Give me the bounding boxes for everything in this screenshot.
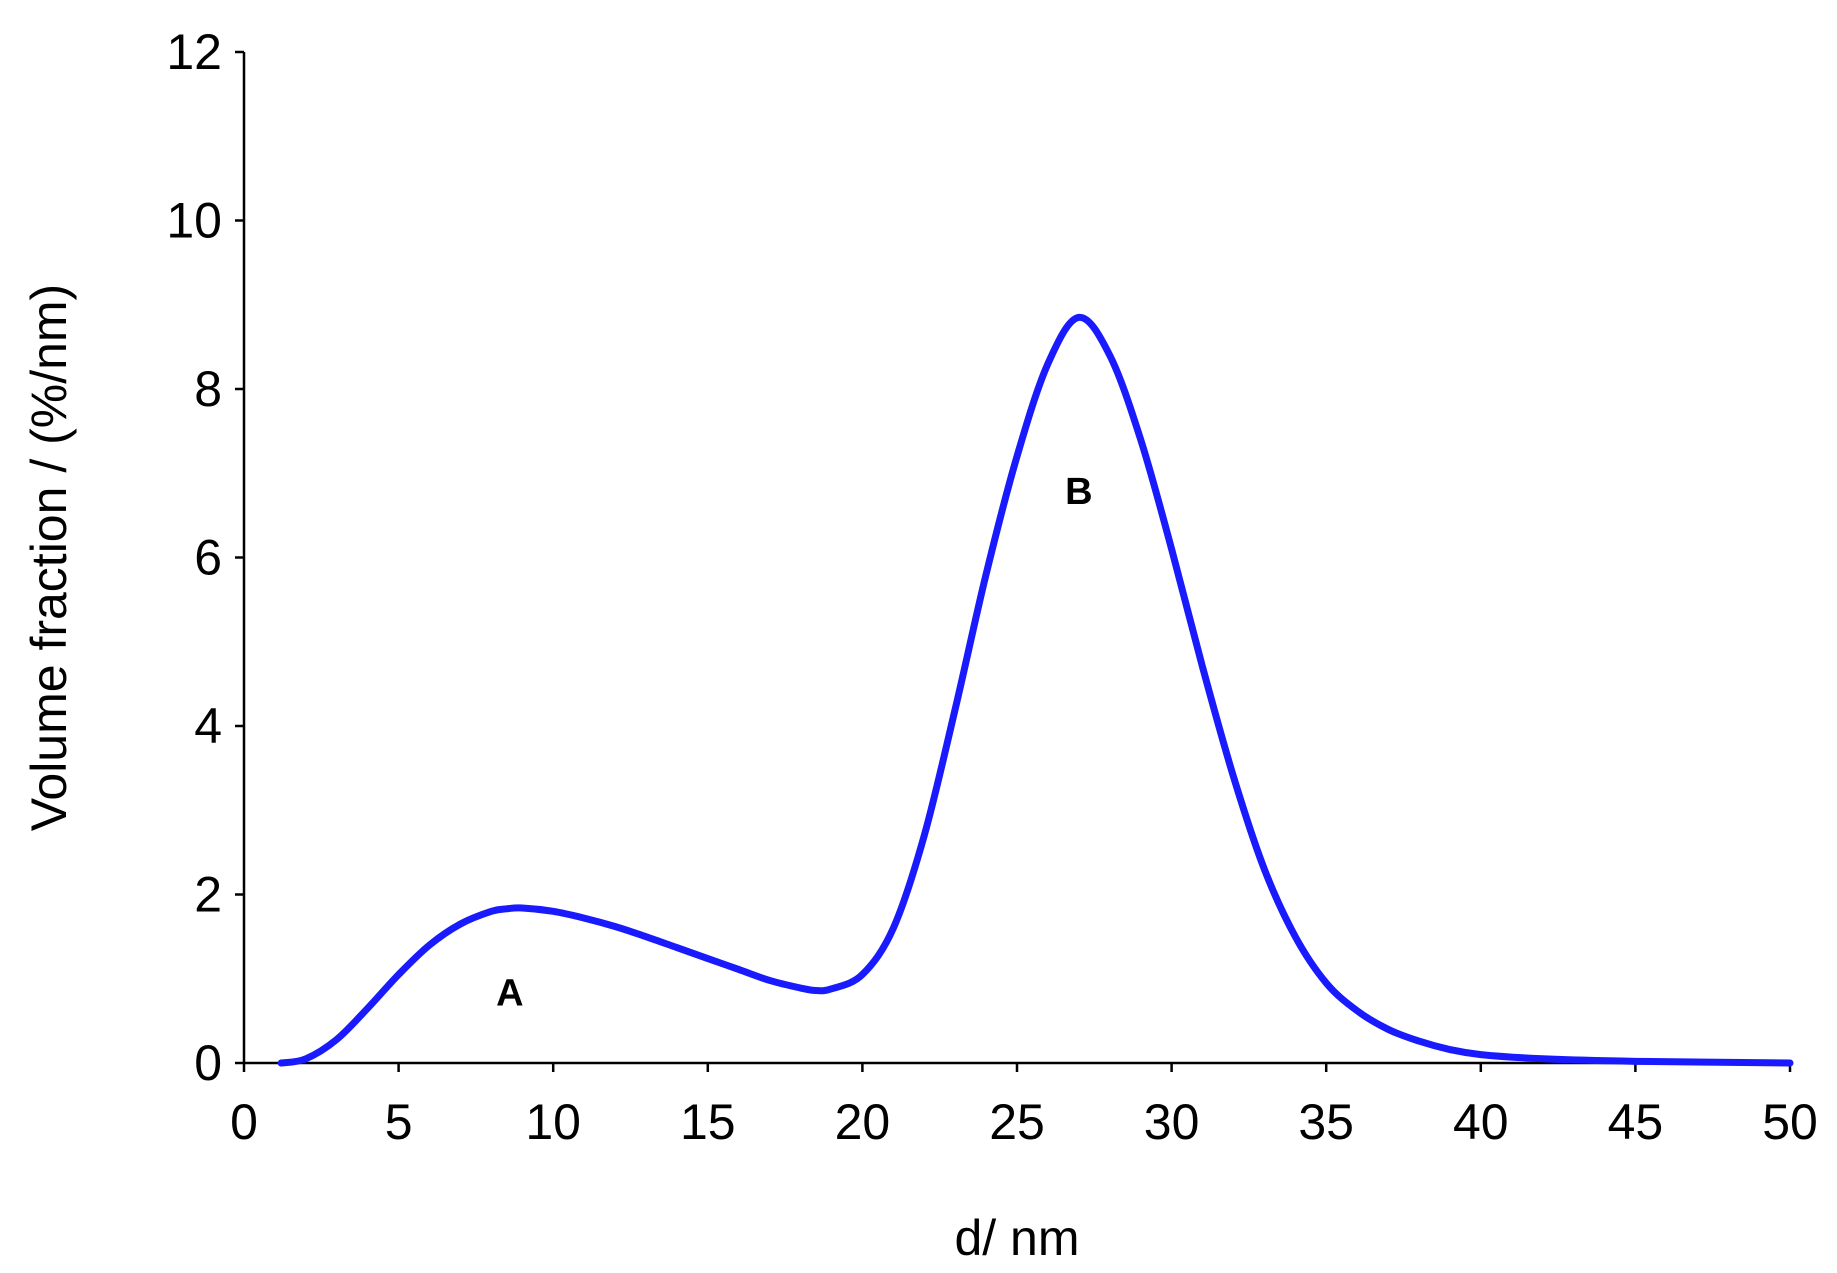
y-ticks: 0 2 4 6 8 10 12 (166, 24, 244, 1091)
y-tick-label: 8 (194, 361, 222, 417)
x-tick-label: 45 (1608, 1094, 1664, 1150)
x-tick-label: 20 (835, 1094, 891, 1150)
axes (242, 52, 1790, 1065)
series-line (277, 313, 1794, 1067)
x-tick-label: 10 (525, 1094, 581, 1150)
y-tick-label: 12 (166, 24, 222, 80)
y-axis-title: Volume fraction / (%/nm) (21, 284, 77, 831)
x-tick-label: 15 (680, 1094, 736, 1150)
x-axis-title: d/ nm (954, 1210, 1079, 1266)
x-tick-label: 30 (1144, 1094, 1200, 1150)
x-tick-label: 50 (1762, 1094, 1818, 1150)
peak-label: A (496, 972, 523, 1014)
x-tick-label: 25 (989, 1094, 1045, 1150)
y-tick-label: 6 (194, 530, 222, 586)
peak-label: B (1065, 471, 1092, 513)
annotations: AB (496, 471, 1092, 1014)
series-layer (277, 313, 1794, 1067)
x-tick-label: 35 (1298, 1094, 1354, 1150)
x-ticks: 0 5 10 15 20 25 30 35 40 45 50 (230, 1063, 1818, 1150)
y-tick-label: 2 (194, 867, 222, 923)
y-tick-label: 10 (166, 193, 222, 249)
x-tick-label: 5 (385, 1094, 413, 1150)
y-tick-label: 4 (194, 698, 222, 754)
y-tick-label: 0 (194, 1035, 222, 1091)
x-tick-label: 0 (230, 1094, 258, 1150)
x-tick-label: 40 (1453, 1094, 1509, 1150)
